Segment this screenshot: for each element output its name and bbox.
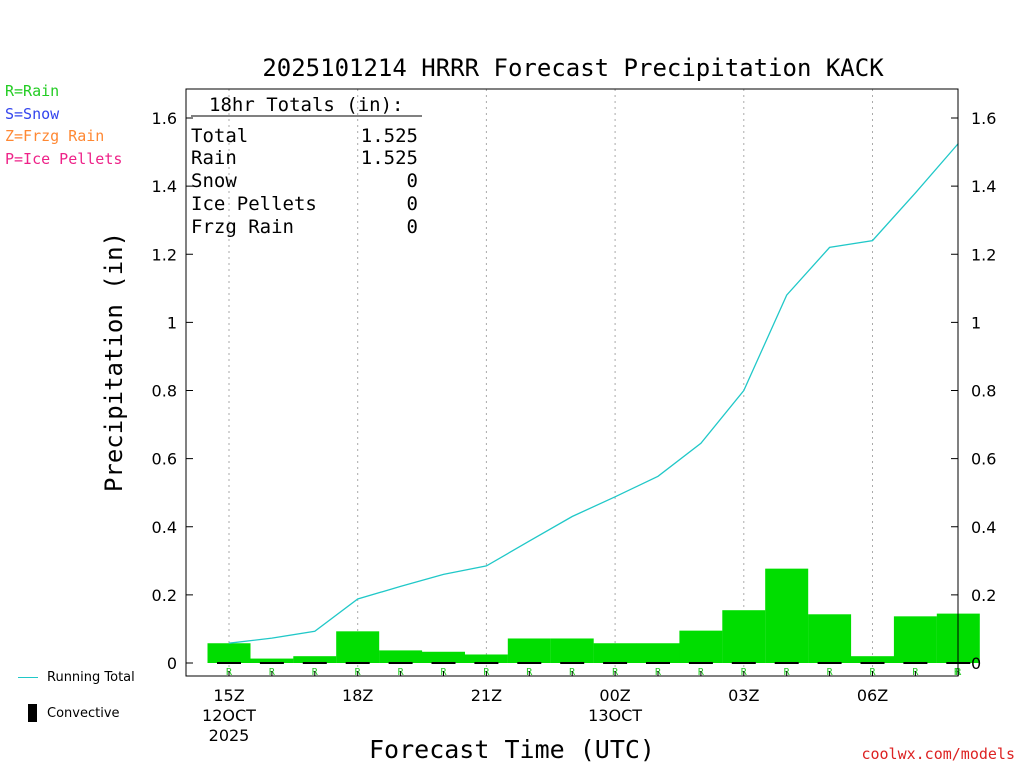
totals-heading: 18hr Totals (in):	[209, 94, 403, 116]
precip-bar	[293, 656, 337, 663]
totals-label-total: Total	[191, 125, 248, 147]
precip-bar	[765, 568, 809, 663]
totals-value-rain: 1.525	[361, 147, 418, 169]
running-total-line	[228, 143, 959, 644]
totals-value-frzg-rain: 0	[407, 216, 418, 238]
x-axis-label: Forecast Time (UTC)	[369, 735, 655, 764]
precip-bar	[893, 616, 937, 663]
rain-marker: R	[954, 667, 961, 678]
y-tick-label: 0.8	[971, 382, 996, 401]
precip-bar	[207, 643, 251, 663]
x-tick-label: 15Z	[213, 686, 244, 705]
vertical-grid	[228, 89, 873, 676]
precip-bar	[593, 643, 637, 663]
plot-frame	[185, 88, 959, 677]
y-tick-label: 1	[971, 313, 981, 332]
x-tick-label: 18Z	[342, 686, 373, 705]
totals-label-ice-pellets: Ice Pellets	[191, 193, 317, 215]
y-tick-label: 0.6	[971, 450, 996, 469]
x-tick-label: 21Z	[471, 686, 502, 705]
convective-swatch	[28, 704, 37, 722]
y-tick-label: 0.6	[152, 450, 177, 469]
precip-bar	[636, 643, 680, 663]
x-tick-label: 06Z	[857, 686, 888, 705]
y-tick-label: 0.4	[152, 518, 177, 537]
y-tick-label: 1.4	[152, 177, 177, 196]
y-tick-label: 0.2	[152, 586, 177, 605]
precip-bar	[336, 631, 380, 663]
chart-title: 2025101214 HRRR Forecast Precipitation K…	[262, 54, 884, 82]
running-total-series	[228, 143, 959, 644]
y-tick-label: 1.4	[971, 177, 996, 196]
convective-legend-label: Convective	[47, 706, 120, 721]
precip-bar	[722, 610, 766, 663]
bar-series	[207, 568, 980, 664]
x-tick-label: 00Z	[599, 686, 630, 705]
precip-bar	[550, 638, 594, 663]
x-tick-label: 13OCT	[588, 706, 642, 725]
y-axis-right: 0 0.2 0.4 0.6 0.8 1 1.2 1.4 1.6	[951, 109, 996, 673]
totals-label-rain: Rain	[191, 147, 237, 169]
x-tick-label: 2025	[209, 726, 250, 745]
site-credit: coolwx.com/models	[861, 745, 1015, 763]
y-tick-label: 1.2	[152, 245, 177, 264]
totals-label-frzg-rain: Frzg Rain	[191, 216, 294, 238]
y-tick-label: 0	[167, 654, 177, 673]
y-tick-label: 1	[167, 313, 177, 332]
precip-bar	[808, 614, 852, 663]
precip-bar	[507, 638, 551, 663]
y-tick-label: 0.2	[971, 586, 996, 605]
y-tick-label: 1.6	[152, 109, 177, 128]
x-tick-label: 03Z	[728, 686, 759, 705]
x-tick-label: 12OCT	[202, 706, 256, 725]
totals-value-snow: 0	[407, 170, 418, 192]
totals-label-snow: Snow	[191, 170, 237, 192]
running-total-swatch	[18, 677, 38, 678]
ptype-legend-rain: R=Rain	[5, 82, 60, 100]
totals-value-total: 1.525	[361, 125, 418, 147]
y-tick-label: 0	[971, 654, 981, 673]
y-tick-label: 0.4	[971, 518, 996, 537]
running-total-legend-label: Running Total	[47, 670, 135, 685]
y-tick-label: 1.6	[971, 109, 996, 128]
precip-bar	[679, 630, 723, 663]
y-axis-left: 0 0.2 0.4 0.6 0.8 1 1.2 1.4 1.6	[152, 109, 193, 673]
ptype-legend-ice-pellets: P=Ice Pellets	[5, 150, 123, 168]
ptype-legend-frzg-rain: Z=Frzg Rain	[5, 127, 105, 145]
totals-value-ice-pellets: 0	[407, 193, 418, 215]
y-tick-label: 0.8	[152, 382, 177, 401]
totals-box: 18hr Totals (in): Total 1.525 Rain 1.525…	[191, 94, 422, 238]
ptype-legend-snow: S=Snow	[5, 105, 60, 123]
precip-bar	[250, 658, 294, 663]
precip-bar	[422, 651, 465, 663]
precip-bar	[851, 656, 894, 663]
y-axis-label: Precipitation (in)	[100, 232, 128, 492]
precip-bar	[464, 654, 508, 663]
y-tick-label: 1.2	[971, 245, 996, 264]
precip-bar	[379, 650, 423, 663]
